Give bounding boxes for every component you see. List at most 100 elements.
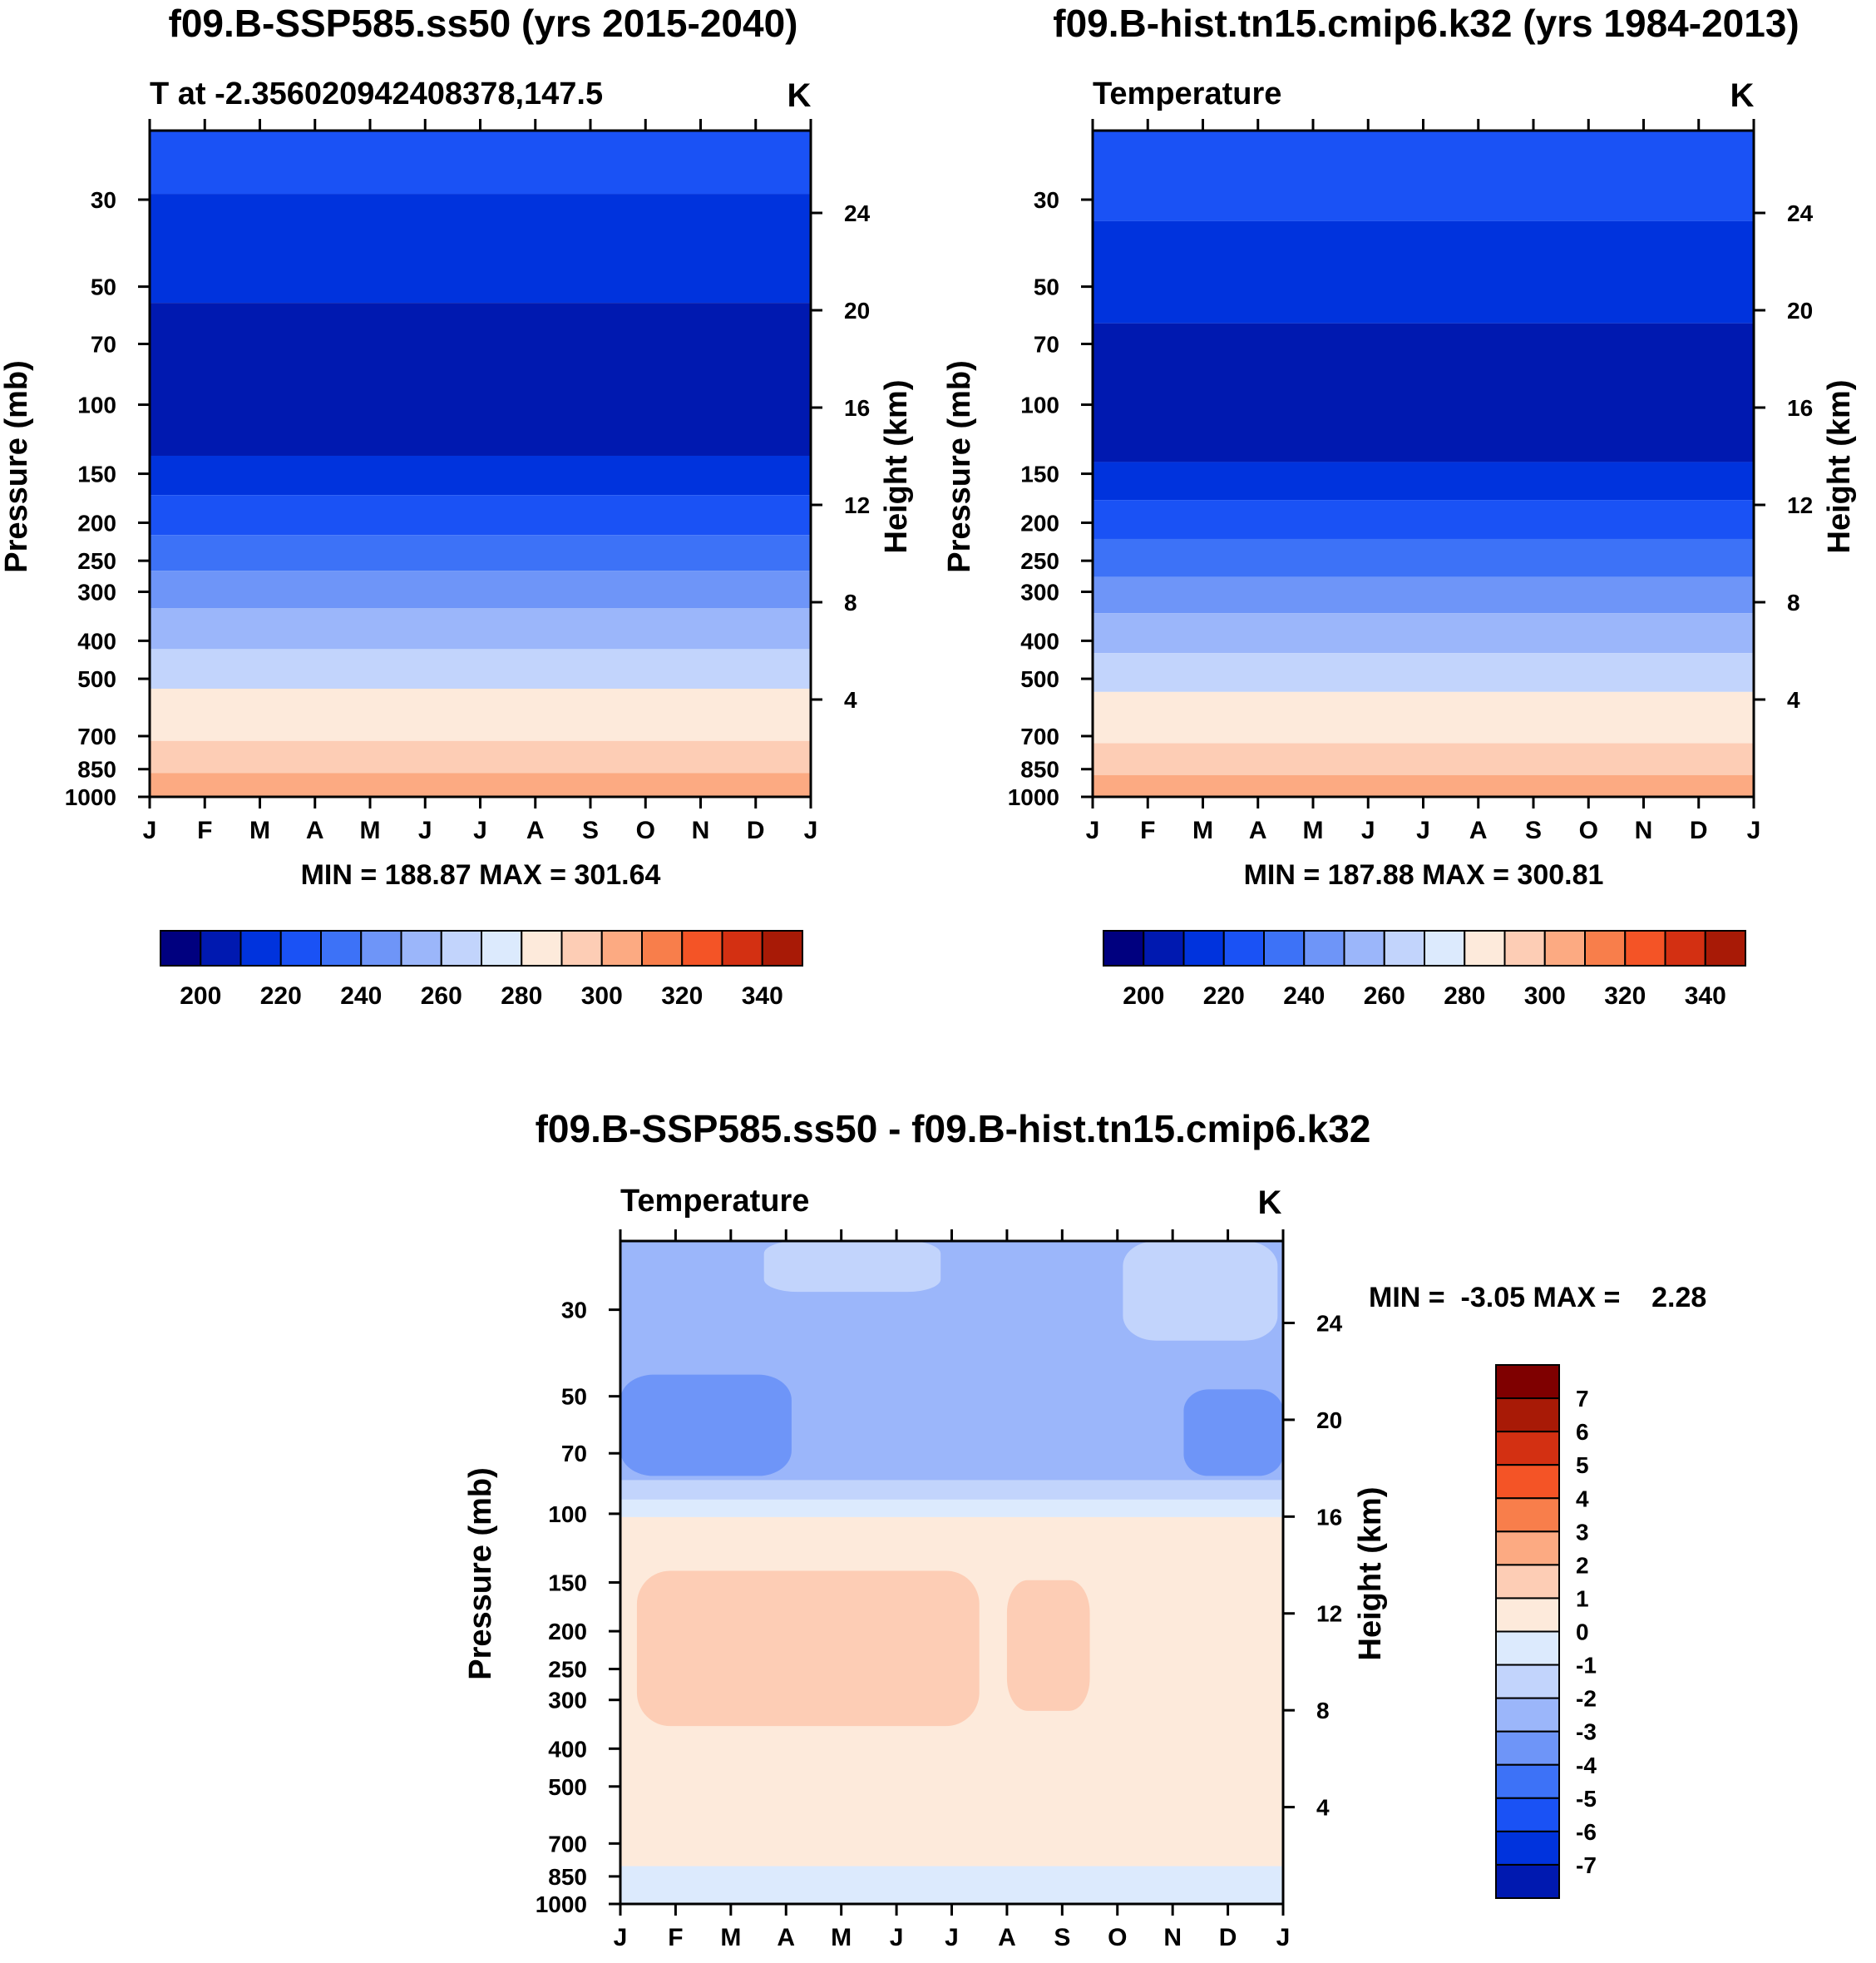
colorbar-swatch	[521, 930, 563, 967]
y-tick-label: 100	[1020, 393, 1059, 418]
colorbar-label: -1	[1576, 1653, 1597, 1679]
colorbar-swatch	[1143, 930, 1185, 967]
colorbar-swatch	[481, 930, 523, 967]
x-tick-label: J	[945, 1924, 959, 1951]
y-tick-label: 400	[1020, 628, 1059, 654]
colorbar-swatch	[1664, 930, 1706, 967]
y-tick-label: 700	[548, 1831, 587, 1857]
colorbar-swatch	[1303, 930, 1345, 967]
panel-difference: f09.B-SSP585.ss50 - f09.B-hist.tn15.cmip…	[463, 1107, 1706, 1951]
y-tick-label: 250	[1020, 548, 1059, 574]
y-axis-label: Pressure (mb)	[0, 360, 34, 573]
y-tick-label: 200	[77, 510, 116, 536]
colorbar-swatch	[1704, 930, 1746, 967]
colorbar-label: 260	[421, 982, 462, 1010]
y-tick-label: 1000	[536, 1891, 587, 1917]
colorbar-label: 300	[1524, 982, 1566, 1010]
contour-band	[150, 740, 811, 774]
contour-band	[1093, 538, 1754, 577]
contour-band	[1093, 743, 1754, 775]
x-tick-label: A	[1469, 817, 1488, 844]
plot-area: J F M A M J J A S O N D J 30 50 70 100 150 200 250 300 400 500…	[65, 119, 871, 844]
contour-patch	[763, 1241, 941, 1293]
panel-title: f09.B-SSP585.ss50 - f09.B-hist.tn15.cmip…	[536, 1107, 1371, 1150]
colorbar-label: 5	[1576, 1452, 1589, 1478]
contour-band	[150, 194, 811, 304]
colorbar-label: 280	[501, 982, 542, 1010]
colorbar-label: 4	[1576, 1486, 1589, 1511]
y-tick-label-right: 4	[1787, 687, 1800, 713]
units-label: K	[1730, 77, 1755, 114]
colorbar-label: 1	[1576, 1585, 1589, 1611]
colorbar-swatch	[360, 930, 402, 967]
contour-patch	[1123, 1241, 1278, 1341]
y-tick-label: 500	[548, 1774, 587, 1800]
y-tick-label-right: 20	[1316, 1407, 1342, 1433]
colorbar-label: 240	[340, 982, 382, 1010]
contour-band	[620, 1499, 1283, 1517]
contour-band	[150, 131, 811, 195]
y-tick-label-right: 16	[1316, 1504, 1342, 1530]
plot-area: J F M A M J J A S O N D J 30 50 70 100 150 200 250 300 400 500…	[536, 1229, 1343, 1951]
contour-band	[1093, 220, 1754, 324]
y-tick-label-right: 24	[844, 200, 871, 226]
x-tick-label: M	[360, 817, 381, 844]
colorbar-swatch	[761, 930, 803, 967]
colorbar-label: 0	[1576, 1619, 1589, 1645]
colorbar-horizontal: 200 220 240 260 280 300 320 340	[160, 930, 803, 1010]
x-tick-label: J	[614, 1924, 628, 1951]
y-tick-label: 300	[1020, 579, 1059, 605]
colorbar-swatch	[400, 930, 442, 967]
y-tick-label-right: 8	[1787, 590, 1800, 616]
y-tick-label: 850	[548, 1864, 587, 1890]
y-tick-label: 200	[548, 1619, 587, 1644]
colorbar-swatch	[1424, 930, 1466, 967]
y-tick-label-right: 12	[1787, 492, 1813, 518]
y-tick-label: 850	[77, 757, 116, 783]
colorbar-swatch	[440, 930, 482, 967]
panel-subtitle: T at -2.356020942408378,147.5	[150, 77, 603, 111]
x-tick-label: M	[831, 1924, 852, 1951]
x-tick-label: F	[197, 817, 212, 844]
y-tick-label-right: 20	[1787, 298, 1813, 324]
y-tick-label: 100	[548, 1501, 587, 1527]
x-tick-label: J	[1086, 817, 1100, 844]
x-tick-label: S	[1525, 817, 1542, 844]
x-tick-label: S	[1054, 1924, 1070, 1951]
y-tick-label: 100	[77, 393, 116, 418]
x-tick-label: M	[1303, 817, 1324, 844]
colorbar-label: 2	[1576, 1552, 1589, 1578]
colorbar-swatch	[1495, 1431, 1560, 1466]
colorbar-swatch	[1495, 1464, 1560, 1500]
colorbar-label: -6	[1576, 1819, 1597, 1845]
colorbar-label: 300	[581, 982, 623, 1010]
y-tick-label-right: 16	[1787, 395, 1813, 421]
y-tick-label-right: 12	[844, 492, 870, 518]
colorbar-swatch	[1103, 930, 1145, 967]
x-tick-label: A	[777, 1924, 795, 1951]
contour-patch	[636, 1570, 980, 1727]
x-tick-label: D	[1219, 1924, 1237, 1951]
colorbar-swatch	[560, 930, 603, 967]
colorbar-label: 220	[260, 982, 302, 1010]
colorbar-swatch	[1263, 930, 1306, 967]
y-tick-label: 200	[1020, 510, 1059, 536]
contour-band	[150, 773, 811, 796]
colorbar-vertical: 7 6 5 4 3 2 1 0 -1 -2 -3 -4 -5 -6 -7	[1495, 1364, 1597, 1899]
colorbar-swatch	[1495, 1797, 1560, 1832]
colorbar-swatch	[1495, 1664, 1560, 1699]
contour-band	[150, 455, 811, 496]
colorbar-label: 340	[1685, 982, 1726, 1010]
x-tick-label: N	[692, 817, 710, 844]
y-axis-label-right: Height (km)	[1353, 1487, 1388, 1661]
units-label: K	[787, 77, 812, 114]
y-tick-label: 850	[1020, 757, 1059, 783]
colorbar-label: -7	[1576, 1852, 1597, 1878]
panel-title: f09.B-SSP585.ss50 (yrs 2015-2040)	[169, 2, 798, 45]
colorbar-swatch	[1495, 1530, 1560, 1566]
colorbar-swatch	[1464, 930, 1506, 967]
x-tick-label: J	[473, 817, 487, 844]
y-tick-label-right: 8	[1316, 1698, 1330, 1723]
x-tick-label: M	[1192, 817, 1213, 844]
